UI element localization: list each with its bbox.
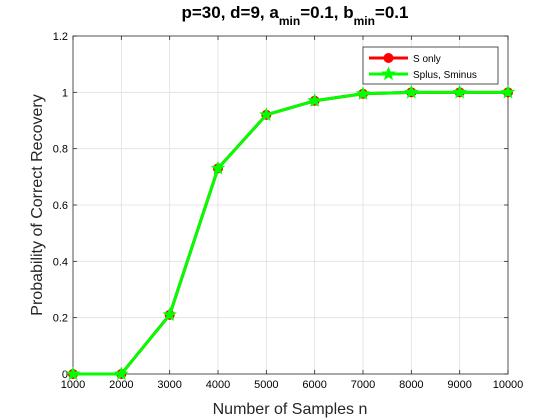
data-point <box>210 160 226 175</box>
x-tick-label: 2000 <box>109 379 133 391</box>
data-point <box>500 84 516 99</box>
chart-title: p=30, d=9, amin=0.1, bmin=0.1 <box>182 3 409 28</box>
x-tick-label: 3000 <box>157 379 181 391</box>
legend-entry-s-only: S only <box>369 53 441 65</box>
data-point <box>65 366 81 381</box>
data-point <box>307 93 322 107</box>
title-prefix: p=30, d=9, a <box>182 3 280 22</box>
title-subscript-a: min <box>279 14 300 28</box>
y-tick-label: 0.2 <box>53 313 68 325</box>
axis-ticks: 1000 2000 3000 4000 5000 6000 7000 8000 9000 1000… <box>53 31 524 391</box>
y-tick-label: 0 <box>62 369 68 381</box>
x-axis-label: Number of Samples n <box>213 401 368 418</box>
title-middle: =0.1, b <box>300 3 353 22</box>
x-tick-label: 6000 <box>302 379 326 391</box>
data-point <box>114 366 129 381</box>
data-point <box>355 86 371 100</box>
legend-marker-s-only <box>383 53 394 63</box>
legend-label-s-only: S only <box>413 54 441 65</box>
y-axis-label: Probability of Correct Recovery <box>29 94 46 315</box>
title-suffix: =0.1 <box>375 3 409 22</box>
x-tick-label: 9000 <box>447 379 471 391</box>
data-point <box>452 84 467 99</box>
x-tick-label: 10000 <box>493 379 524 391</box>
legend-entry-splus-sminus: Splus, Sminus <box>369 66 477 81</box>
y-tick-label: 0.6 <box>53 200 68 212</box>
title-subscript-b: min <box>354 14 375 28</box>
y-tick-label: 1 <box>62 87 68 99</box>
legend-label-splus-sminus: Splus, Sminus <box>413 70 477 81</box>
legend-marker-splus-sminus <box>381 66 396 81</box>
data-point <box>162 307 177 322</box>
data-point <box>259 107 274 122</box>
x-tick-label: 5000 <box>254 379 278 391</box>
data-point <box>404 84 419 99</box>
y-tick-label: 0.8 <box>53 144 68 156</box>
x-tick-label: 1000 <box>61 379 85 391</box>
x-tick-label: 4000 <box>206 379 230 391</box>
series-layer <box>65 84 516 381</box>
y-tick-label: 0.4 <box>53 256 68 268</box>
y-tick-label: 1.2 <box>53 31 68 43</box>
legend: S only Splus, Sminus <box>362 46 499 85</box>
x-tick-label: 7000 <box>351 379 375 391</box>
series-line <box>73 90 508 376</box>
x-tick-label: 8000 <box>399 379 423 391</box>
series-splus-sminus <box>65 84 516 381</box>
